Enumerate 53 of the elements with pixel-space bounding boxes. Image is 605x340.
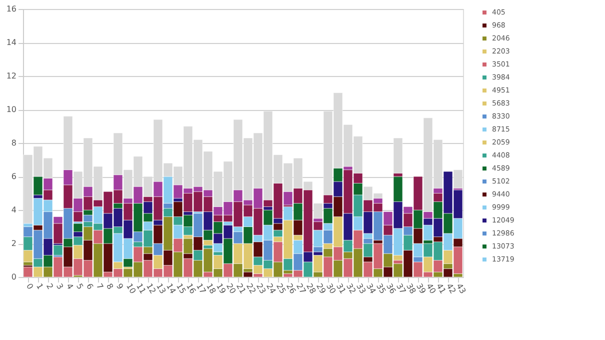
x-tick-label: 34 xyxy=(364,282,378,296)
x-tick-label: 21 xyxy=(234,282,248,296)
x-tick-label: 24 xyxy=(264,282,278,296)
x-tick-label: 28 xyxy=(304,282,318,296)
x-tick-label: 1 xyxy=(34,282,45,291)
x-tick-label: 40 xyxy=(424,282,438,296)
x-tick-label: 7 xyxy=(94,282,105,291)
x-tick-label: 9 xyxy=(114,282,125,291)
x-tick-label: 29 xyxy=(314,282,328,296)
x-tick-label: 18 xyxy=(204,282,218,296)
y-tick-label: 12 xyxy=(6,72,16,80)
x-tick-label: 22 xyxy=(244,282,258,296)
y-tick-label: 2 xyxy=(11,239,16,248)
x-tick-label: 15 xyxy=(174,282,188,296)
y-tick-label: 10 xyxy=(6,105,16,114)
x-tick-label: 37 xyxy=(394,282,408,296)
y-tick-label: 0 xyxy=(11,272,16,282)
x-tick-label: 2 xyxy=(44,282,55,291)
x-tick-label: 42 xyxy=(444,282,458,296)
x-tick-label: 5 xyxy=(74,282,85,291)
y-tick-label: 6 xyxy=(11,172,16,181)
x-tick-label: 8 xyxy=(104,282,115,291)
x-tick-label: 14 xyxy=(164,282,178,296)
x-tick-label: 26 xyxy=(284,282,298,296)
x-tick-label: 0 xyxy=(24,282,35,291)
x-tick-label: 23 xyxy=(254,282,268,296)
x-tick-label: 43 xyxy=(454,282,468,296)
x-tick-label: 25 xyxy=(274,282,288,296)
x-tick-label: 20 xyxy=(224,282,238,296)
x-tick-label: 33 xyxy=(354,282,368,296)
x-tick-label: 36 xyxy=(384,282,398,296)
y-tick-label: 4 xyxy=(11,206,16,214)
x-tick-label: 12 xyxy=(144,282,158,296)
x-tick-label: 38 xyxy=(404,282,418,296)
x-tick-label: 35 xyxy=(374,282,388,296)
x-tick-label: 19 xyxy=(214,282,228,296)
x-tick-label: 6 xyxy=(84,282,95,291)
x-tick-label: 13 xyxy=(154,282,168,296)
x-tick-label: 31 xyxy=(334,282,348,296)
y-tick-label: 8 xyxy=(11,138,16,148)
y-tick-label: 14 xyxy=(6,38,16,47)
x-tick-label: 27 xyxy=(294,282,308,296)
x-tick-label: 17 xyxy=(194,282,208,296)
x-tick-label: 39 xyxy=(414,282,428,296)
x-tick-label: 41 xyxy=(434,282,448,296)
x-tick-label: 3 xyxy=(54,282,65,291)
x-tick-label: 4 xyxy=(64,282,75,291)
x-tick-label: 11 xyxy=(134,282,148,296)
y-tick-label: 16 xyxy=(6,4,16,14)
x-tick-label: 16 xyxy=(184,282,198,296)
x-tick-label: 10 xyxy=(124,282,138,296)
x-tick-label: 30 xyxy=(324,282,338,296)
x-tick-label: 32 xyxy=(344,282,358,296)
